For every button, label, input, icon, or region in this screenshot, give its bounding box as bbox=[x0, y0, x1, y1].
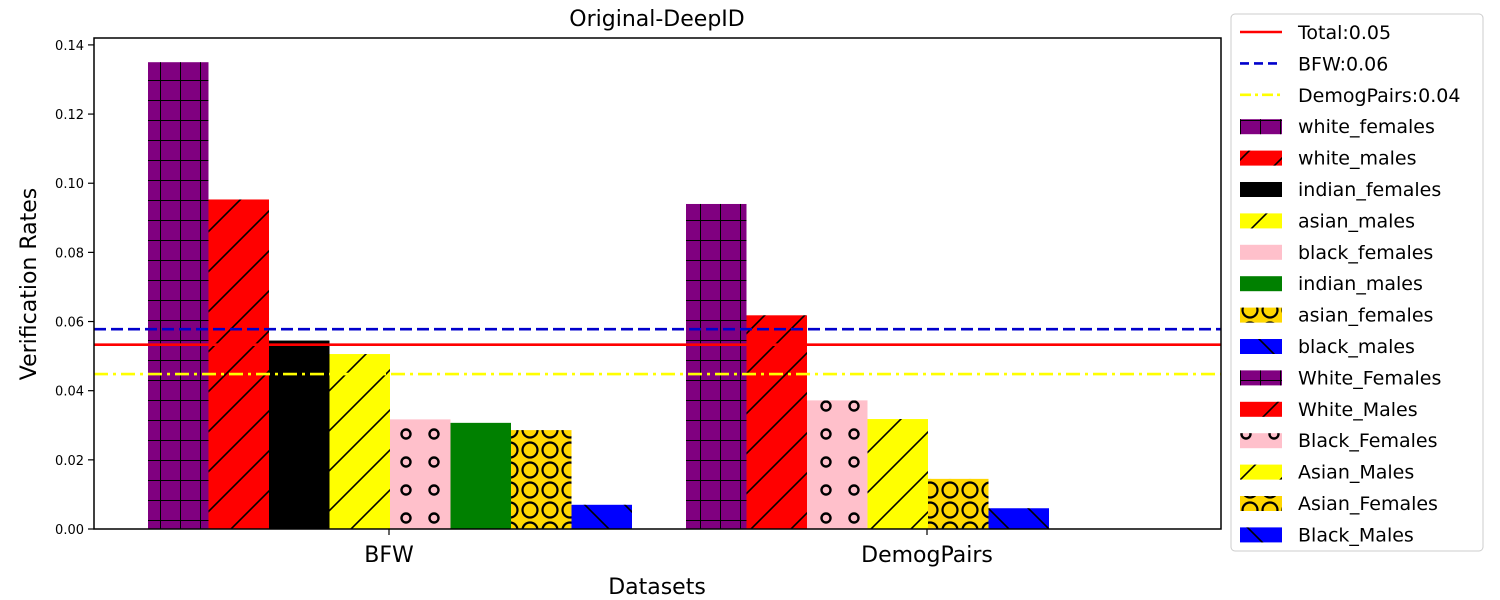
legend-label: indian_females bbox=[1298, 179, 1441, 201]
bar-hatch bbox=[209, 199, 270, 529]
legend-swatch-hatch bbox=[1240, 433, 1282, 448]
legend-swatch-hatch bbox=[1240, 213, 1282, 228]
legend-swatch-hatch bbox=[1240, 308, 1282, 323]
legend-swatch-hatch bbox=[1240, 370, 1282, 385]
legend-swatch-hatch bbox=[1240, 339, 1282, 354]
legend-label: Black_Males bbox=[1298, 524, 1414, 546]
legend-label: asian_females bbox=[1298, 305, 1433, 327]
legend-label: black_females bbox=[1298, 242, 1433, 264]
y-tick-label: 0.08 bbox=[55, 246, 84, 261]
bar-hatch bbox=[511, 430, 572, 529]
bar-indian-females bbox=[269, 341, 330, 529]
legend-swatch-hatch bbox=[1240, 119, 1282, 134]
y-tick-label: 0.00 bbox=[55, 523, 84, 538]
legend-label: white_males bbox=[1298, 148, 1417, 170]
legend-label: asian_males bbox=[1298, 210, 1415, 232]
bar-indian-males bbox=[451, 423, 512, 529]
legend-swatch bbox=[1240, 276, 1282, 291]
x-tick-label: BFW bbox=[364, 543, 414, 568]
bar-hatch bbox=[747, 315, 808, 529]
legend-swatch-hatch bbox=[1240, 245, 1282, 260]
legend-label: White_Males bbox=[1298, 399, 1418, 421]
legend-label: Total:0.05 bbox=[1297, 22, 1391, 44]
x-axis-label: Datasets bbox=[608, 575, 706, 600]
x-tick-label: DemogPairs bbox=[861, 543, 993, 568]
y-axis-label: Verification Rates bbox=[17, 188, 42, 381]
legend-label: black_males bbox=[1298, 336, 1415, 358]
legend-swatch-hatch bbox=[1240, 527, 1282, 542]
legend-label: DemogPairs:0.04 bbox=[1298, 85, 1460, 107]
legend-swatch-hatch bbox=[1240, 151, 1282, 166]
y-tick-label: 0.12 bbox=[55, 108, 84, 123]
y-tick-label: 0.04 bbox=[55, 385, 84, 400]
bars-layer bbox=[148, 62, 1049, 529]
y-tick-label: 0.06 bbox=[55, 316, 84, 331]
legend-label: Black_Females bbox=[1298, 430, 1438, 452]
y-axis: 0.00 0.02 0.04 0.06 0.08 0.10 0.12 0.14 bbox=[55, 39, 94, 538]
bar-hatch bbox=[330, 354, 391, 529]
legend-swatch bbox=[1240, 182, 1282, 197]
y-tick-label: 0.10 bbox=[55, 177, 84, 192]
legend-label: indian_males bbox=[1298, 273, 1423, 295]
y-tick-label: 0.14 bbox=[55, 39, 84, 54]
bar-hatch bbox=[390, 419, 451, 529]
legend-swatch-hatch bbox=[1240, 402, 1282, 417]
bar-hatch bbox=[148, 62, 209, 529]
legend-swatch-hatch bbox=[1240, 496, 1282, 511]
legend-label: Asian_Males bbox=[1298, 462, 1414, 484]
bar-hatch bbox=[928, 479, 989, 529]
bar-hatch bbox=[686, 204, 747, 529]
x-axis: BFW DemogPairs bbox=[364, 529, 993, 568]
legend-label: Asian_Females bbox=[1298, 493, 1438, 515]
legend-swatch-hatch bbox=[1240, 465, 1282, 480]
chart-title: Original-DeepID bbox=[569, 7, 744, 32]
legend: Total:0.05 BFW:0.06 DemogPairs:0.04 white_f… bbox=[1231, 14, 1483, 551]
bar-hatch bbox=[572, 505, 633, 529]
y-tick-label: 0.02 bbox=[55, 454, 84, 469]
legend-label: BFW:0.06 bbox=[1298, 53, 1388, 75]
legend-label: White_Females bbox=[1298, 367, 1441, 389]
legend-label: white_females bbox=[1298, 116, 1435, 138]
bar-hatch bbox=[989, 508, 1050, 529]
bar-hatch bbox=[868, 419, 929, 529]
bar-hatch bbox=[807, 400, 868, 529]
